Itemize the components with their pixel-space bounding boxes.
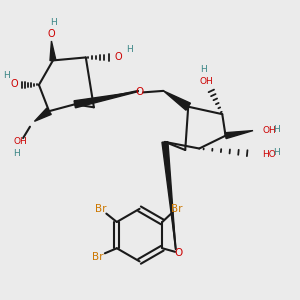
Text: OH: OH <box>262 126 276 135</box>
Text: Br: Br <box>92 252 104 262</box>
Polygon shape <box>34 108 51 121</box>
Text: H: H <box>274 148 280 157</box>
Text: O: O <box>135 87 144 98</box>
Text: O: O <box>48 28 55 38</box>
Text: Br: Br <box>94 203 106 214</box>
Polygon shape <box>50 41 56 61</box>
Text: H: H <box>200 65 207 74</box>
Text: O: O <box>10 79 18 89</box>
Polygon shape <box>225 130 253 139</box>
Text: H: H <box>13 149 20 158</box>
Polygon shape <box>164 91 190 110</box>
Text: H: H <box>274 124 280 134</box>
Text: O: O <box>115 52 122 62</box>
Text: H: H <box>126 46 133 55</box>
Text: O: O <box>175 248 183 258</box>
Polygon shape <box>74 92 139 108</box>
Text: OH: OH <box>200 77 214 86</box>
Text: Br: Br <box>171 203 182 214</box>
Text: H: H <box>50 18 57 27</box>
Text: H: H <box>3 71 10 80</box>
Text: HO: HO <box>262 150 276 159</box>
Text: OH: OH <box>13 137 27 146</box>
Polygon shape <box>162 142 176 249</box>
